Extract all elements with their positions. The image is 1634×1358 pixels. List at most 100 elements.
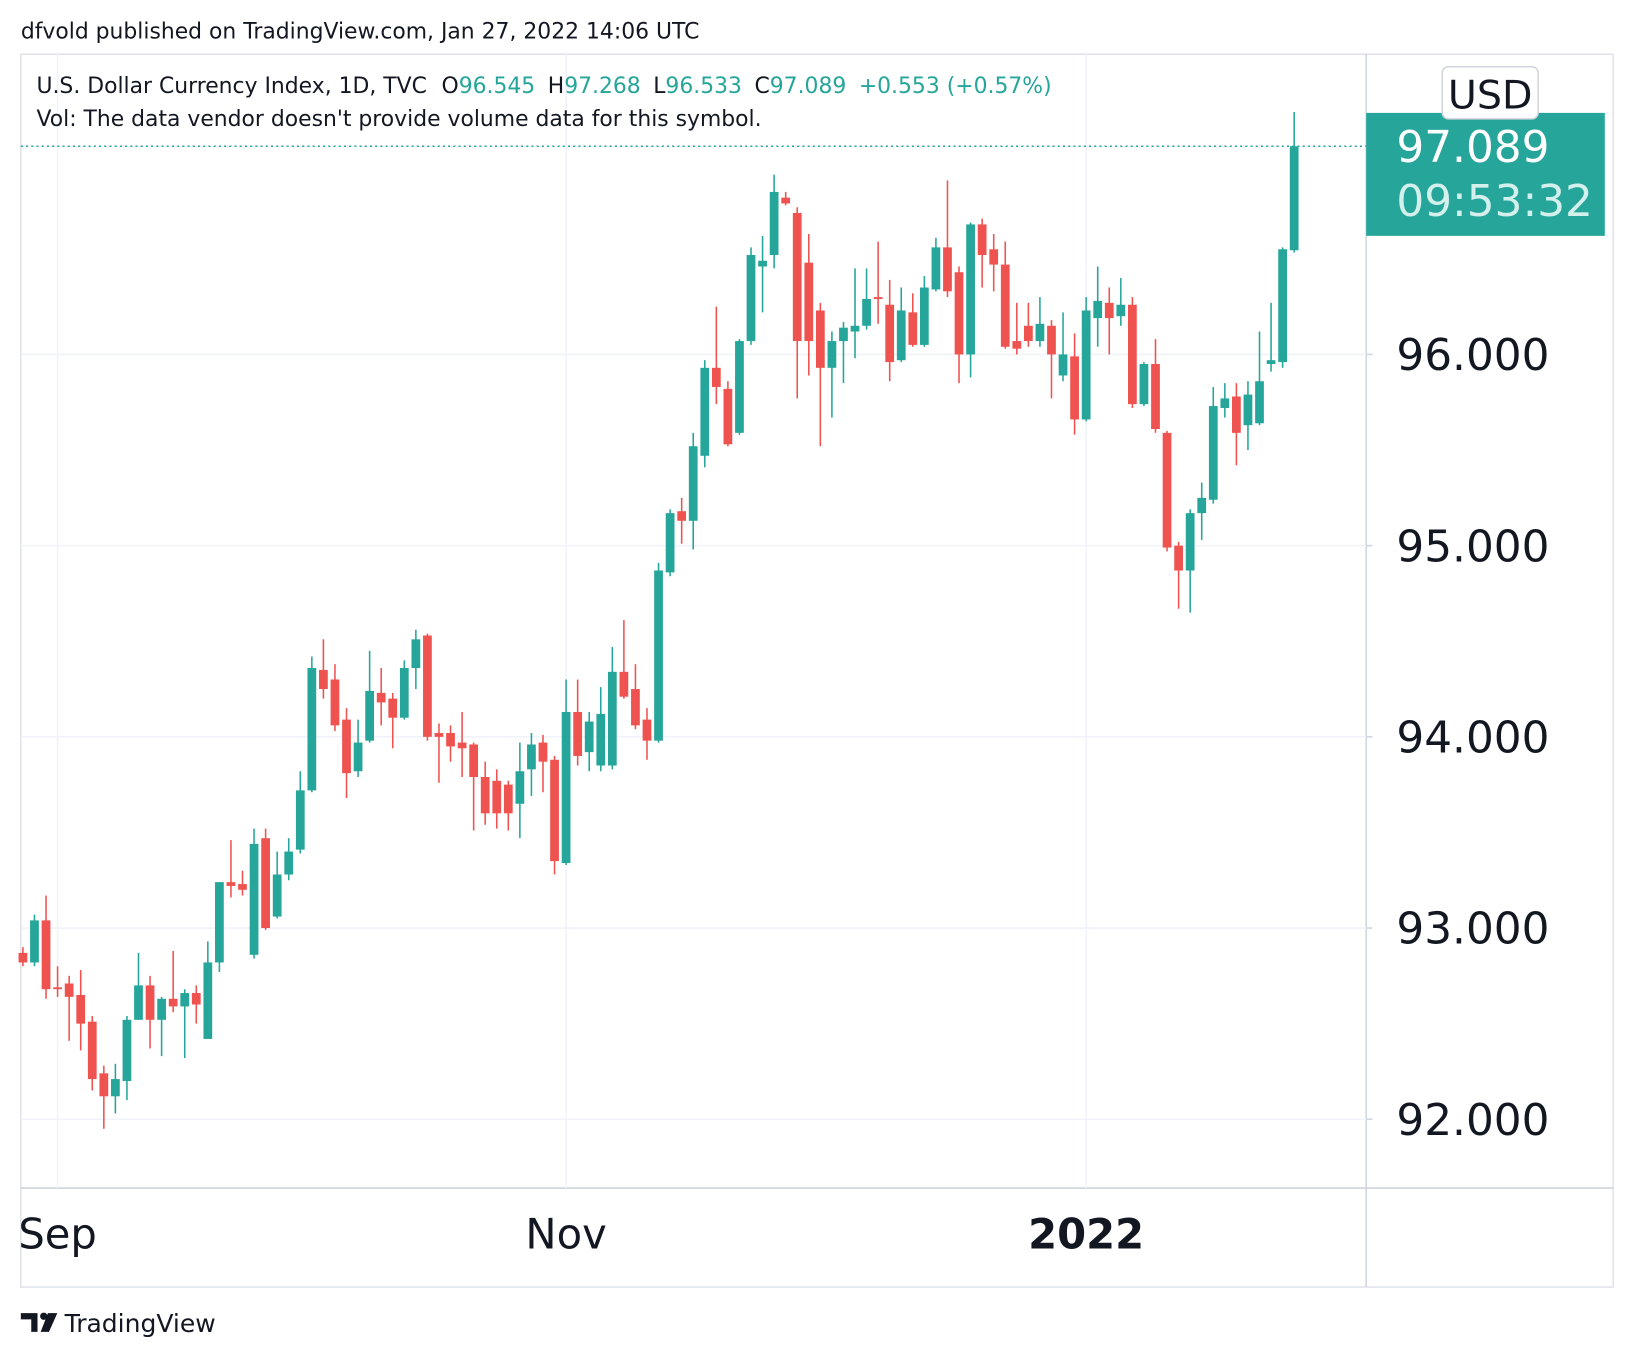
candle-body: [700, 367, 710, 456]
candle-body: [1081, 310, 1091, 420]
candle-body: [191, 993, 201, 1005]
logo-mark: [20, 1313, 38, 1332]
candle-body: [1278, 249, 1287, 363]
candle-body: [792, 212, 802, 342]
logo-mark: [40, 1313, 58, 1332]
logo-mark: [40, 1312, 48, 1320]
candle-body: [873, 297, 883, 299]
legend-volume: Vol: The data vendor doesn't provide vol…: [36, 107, 761, 132]
candle-body: [1116, 304, 1126, 317]
candle-body: [1289, 146, 1299, 251]
candle-body: [665, 513, 675, 573]
candle-body: [157, 998, 166, 1020]
candle-body: [781, 197, 791, 204]
candle-body: [249, 843, 259, 955]
candle-body: [503, 784, 513, 814]
candle-body: [515, 771, 525, 804]
candle-body: [1162, 432, 1172, 548]
candle-body: [815, 310, 825, 368]
candle-body: [423, 635, 432, 737]
candle-body: [342, 719, 351, 774]
candle-body: [804, 262, 814, 342]
candle-body: [99, 1073, 109, 1097]
candle-body: [931, 247, 941, 290]
candle-body: [1093, 300, 1103, 319]
candle-body: [711, 367, 721, 387]
candle-body: [446, 733, 455, 747]
candle-body: [307, 668, 317, 791]
candle-body: [596, 713, 606, 766]
candle-body: [41, 920, 51, 990]
candle-body: [746, 255, 756, 342]
x-tick-label: Nov: [525, 1210, 606, 1259]
candle-body: [53, 987, 62, 990]
y-tick-label: 92.000: [1396, 1095, 1549, 1146]
candle-body: [434, 733, 444, 737]
candle-body: [573, 711, 583, 756]
candle-body: [631, 689, 640, 726]
candle-body: [215, 882, 224, 963]
candle-body: [827, 341, 837, 368]
logo: TradingView: [20, 1309, 216, 1338]
candle-body: [1243, 394, 1253, 426]
candle-body: [677, 511, 687, 521]
candle-body: [1058, 354, 1068, 376]
last-price-label: 97.089: [1396, 122, 1549, 173]
candle-body: [1070, 356, 1079, 420]
candle-body: [1232, 396, 1241, 433]
candle-body: [758, 260, 767, 267]
candle-body: [919, 287, 929, 345]
candle-body: [87, 1021, 97, 1080]
candle-body: [145, 985, 155, 1020]
candle-body: [284, 851, 294, 875]
ohlc-value: 96.545: [459, 74, 536, 99]
change-value: +0.553 (+0.57%): [859, 74, 1052, 99]
candle-body: [954, 272, 964, 355]
candle-body: [203, 962, 213, 1039]
candle-body: [1266, 360, 1276, 365]
candle-body: [469, 744, 479, 777]
candle-body: [654, 570, 663, 741]
candle-body: [862, 298, 871, 326]
currency-box: [1441, 65, 1539, 120]
ohlc-key: L: [653, 74, 666, 99]
legend-header: U.S. Dollar Currency Index, 1D, TVC O96.5…: [36, 74, 1051, 99]
last-price-box: [1366, 112, 1605, 236]
candle-body: [180, 993, 190, 1007]
ohlc-value: 97.268: [564, 74, 641, 99]
candle-body: [492, 780, 502, 814]
candle-body: [527, 744, 536, 770]
candle-body: [261, 838, 270, 929]
x-tick-label: Sep: [18, 1210, 97, 1259]
candle-body: [989, 249, 999, 265]
candle-body: [1128, 304, 1137, 405]
ohlc-value: 96.533: [665, 74, 742, 99]
candle-body: [1000, 264, 1010, 347]
candle-body: [399, 668, 409, 718]
candle-body: [168, 998, 178, 1007]
candle-body: [607, 671, 617, 766]
ohlc-key: O: [441, 74, 458, 99]
candle-body: [64, 983, 74, 997]
candle-body: [1220, 398, 1230, 408]
candle-body: [238, 884, 247, 890]
y-tick-label: 94.000: [1396, 712, 1549, 763]
candle-body: [365, 690, 375, 741]
candles: [18, 112, 1299, 1129]
candle-body: [723, 388, 733, 445]
y-tick-label: 96.000: [1396, 330, 1549, 381]
candle-body: [584, 721, 594, 753]
chart-frame: [20, 53, 1614, 1288]
candle-body: [561, 711, 571, 864]
y-tick-label: 93.000: [1396, 904, 1549, 955]
candle-body: [480, 776, 490, 814]
candle-body: [319, 669, 328, 690]
candle-body: [1035, 323, 1045, 342]
candle-body: [376, 692, 386, 703]
candle-body: [1104, 302, 1114, 319]
y-tick-label: 95.000: [1396, 521, 1549, 572]
candle-body: [538, 742, 548, 762]
